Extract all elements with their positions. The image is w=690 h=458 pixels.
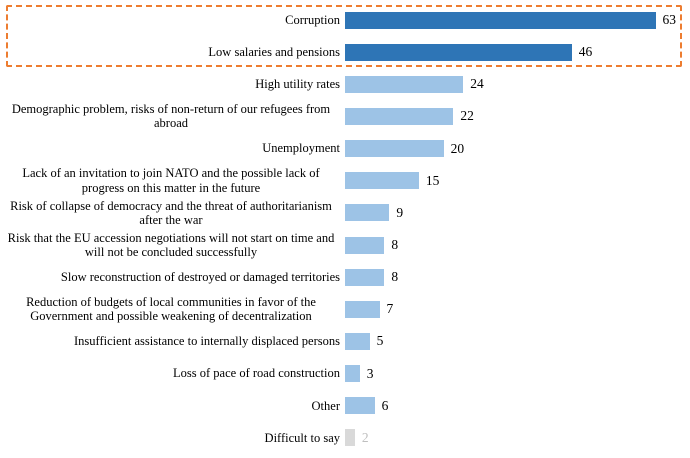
- value-label: 9: [396, 204, 404, 220]
- bar: [345, 332, 370, 350]
- bar-track: 8: [345, 261, 690, 293]
- bar-track: 15: [345, 165, 690, 197]
- category-label-text: Risk of collapse of democracy and the th…: [10, 198, 332, 227]
- category-label: Other: [0, 399, 345, 413]
- bar-row: Unemployment 20: [0, 133, 690, 165]
- bar-track: 8: [345, 229, 690, 261]
- bar-row: Risk that the EU accession negotiations …: [0, 229, 690, 261]
- category-label-text: Low salaries and pensions: [208, 45, 340, 60]
- bar-track: 9: [345, 197, 690, 229]
- value-label: 8: [391, 269, 399, 285]
- bar-row: Risk of collapse of democracy and the th…: [0, 197, 690, 229]
- bar-row: Low salaries and pensions 46: [0, 36, 690, 68]
- value-label: 7: [386, 301, 394, 317]
- bar-row: Loss of pace of road construction 3: [0, 358, 690, 390]
- value-label: 6: [381, 397, 389, 413]
- bar-row: High utility rates 24: [0, 68, 690, 100]
- category-label: Reduction of budgets of local communitie…: [0, 295, 345, 324]
- category-label-text: Corruption: [285, 12, 340, 27]
- bar-row: Insufficient assistance to internally di…: [0, 325, 690, 357]
- bar: [345, 204, 390, 222]
- bar: [345, 43, 572, 61]
- category-label-text: Risk that the EU accession negotiations …: [7, 230, 335, 260]
- category-label: Corruption: [0, 13, 345, 27]
- bar-row: Corruption 63: [0, 4, 690, 36]
- bar-row: Difficult to say 2: [0, 422, 690, 454]
- category-label: Low salaries and pensions: [0, 45, 345, 59]
- value-label: 46: [578, 44, 593, 60]
- value-label: 20: [450, 140, 465, 156]
- bar-track: 3: [345, 358, 690, 390]
- category-label-text: Reduction of budgets of local communitie…: [26, 294, 316, 324]
- bar: [345, 365, 360, 383]
- category-label-text: Insufficient assistance to internally di…: [73, 334, 340, 349]
- bar-track: 2: [345, 422, 690, 454]
- bar-track: 24: [345, 68, 690, 100]
- bar-row: Demographic problem, risks of non-return…: [0, 100, 690, 132]
- category-label: Risk that the EU accession negotiations …: [0, 231, 345, 260]
- bar: [345, 429, 355, 447]
- bar: [345, 172, 419, 190]
- bar-track: 20: [345, 133, 690, 165]
- category-label: Loss of pace of road construction: [0, 366, 345, 380]
- bar: [345, 140, 444, 158]
- bar: [345, 300, 380, 318]
- bar: [345, 268, 385, 286]
- bar-row: Slow reconstruction of destroyed or dama…: [0, 261, 690, 293]
- bar-row: Reduction of budgets of local communitie…: [0, 293, 690, 325]
- bar-track: 63: [345, 4, 690, 36]
- category-label-text: Unemployment: [262, 141, 340, 156]
- value-label: 63: [662, 12, 677, 28]
- category-label-text: Slow reconstruction of destroyed or dama…: [60, 270, 340, 284]
- bar-track: 5: [345, 325, 690, 357]
- bar-row: Other 6: [0, 390, 690, 422]
- value-label: 3: [366, 365, 374, 381]
- category-label: High utility rates: [0, 77, 345, 91]
- value-label: 5: [376, 333, 384, 349]
- category-label-text: Difficult to say: [264, 430, 340, 445]
- bar: [345, 397, 375, 415]
- category-label: Difficult to say: [0, 431, 345, 445]
- value-label: 22: [460, 108, 474, 124]
- value-label: 24: [470, 76, 484, 92]
- bar: [345, 107, 454, 125]
- category-label: Lack of an invitation to join NATO and t…: [0, 166, 345, 195]
- value-label: 8: [391, 237, 399, 253]
- category-label: Demographic problem, risks of non-return…: [0, 102, 345, 131]
- bar: [345, 236, 385, 254]
- category-label: Risk of collapse of democracy and the th…: [0, 199, 345, 228]
- value-label: 15: [425, 172, 440, 188]
- category-label-text: Other: [311, 398, 340, 413]
- bar-row: Lack of an invitation to join NATO and t…: [0, 165, 690, 197]
- bar-track: 6: [345, 390, 690, 422]
- category-label-text: Loss of pace of road construction: [173, 366, 340, 381]
- bar: [345, 75, 464, 93]
- category-label: Insufficient assistance to internally di…: [0, 334, 345, 348]
- category-label-text: Lack of an invitation to join NATO and t…: [22, 166, 320, 195]
- category-label-text: High utility rates: [255, 77, 340, 92]
- bar: [345, 11, 656, 29]
- bar-track: 46: [345, 36, 690, 68]
- category-label: Slow reconstruction of destroyed or dama…: [0, 270, 345, 284]
- bar-track: 7: [345, 293, 690, 325]
- category-label-text: Demographic problem, risks of non-return…: [11, 102, 331, 131]
- bar-track: 22: [345, 100, 690, 132]
- category-label: Unemployment: [0, 141, 345, 155]
- value-label: 2: [361, 429, 369, 445]
